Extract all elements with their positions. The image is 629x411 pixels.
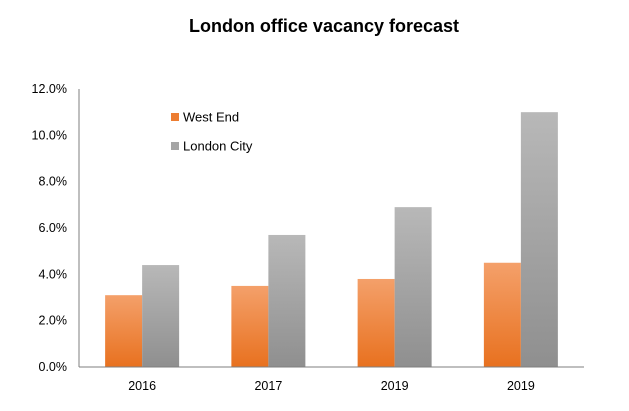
x-tick-label: 2019 bbox=[381, 379, 409, 393]
bar-london-city bbox=[394, 207, 432, 367]
bar-west-end bbox=[105, 295, 143, 367]
legend-swatch bbox=[171, 113, 179, 121]
x-tick-label: 2019 bbox=[507, 379, 535, 393]
legend: West End London City bbox=[171, 110, 253, 154]
y-tick-label: 2.0% bbox=[39, 314, 68, 328]
chart-title: London office vacancy forecast bbox=[189, 16, 459, 36]
bar-london-city bbox=[142, 265, 180, 367]
y-tick-label: 12.0% bbox=[32, 82, 67, 96]
legend-label: London City bbox=[183, 139, 253, 154]
x-tick-label: 2017 bbox=[254, 379, 282, 393]
legend-swatch bbox=[171, 142, 179, 150]
y-tick-label: 4.0% bbox=[39, 267, 68, 281]
y-tick-label: 6.0% bbox=[39, 221, 68, 235]
bar-west-end bbox=[231, 285, 269, 367]
y-tick-label: 10.0% bbox=[32, 128, 67, 142]
bar-west-end bbox=[357, 278, 395, 367]
bar-london-city bbox=[268, 234, 306, 367]
bars bbox=[105, 112, 558, 368]
y-axis: 0.0% 2.0% 4.0% 6.0% 8.0% 10.0% 12.0% bbox=[32, 82, 67, 374]
y-tick-label: 8.0% bbox=[39, 175, 68, 189]
bar-west-end bbox=[483, 262, 521, 367]
legend-label: West End bbox=[183, 110, 239, 125]
bar-london-city bbox=[520, 112, 558, 368]
y-tick-label: 0.0% bbox=[39, 360, 68, 374]
x-axis: 2016 2017 2019 2019 bbox=[128, 379, 535, 393]
x-tick-label: 2016 bbox=[128, 379, 156, 393]
